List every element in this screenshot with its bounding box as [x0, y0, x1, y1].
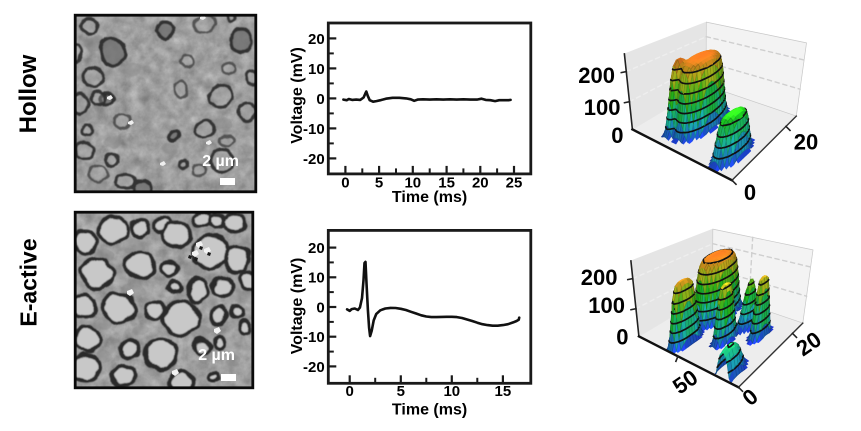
svg-text:10: 10: [443, 383, 460, 400]
svg-text:2 µm: 2 µm: [198, 347, 235, 364]
svg-text:0: 0: [316, 299, 324, 316]
svg-text:50: 50: [668, 365, 702, 400]
svg-text:200: 200: [581, 265, 618, 290]
svg-text:15: 15: [438, 175, 455, 192]
svg-text:0: 0: [737, 384, 762, 411]
svg-text:20: 20: [792, 327, 826, 362]
svg-text:0: 0: [616, 325, 628, 350]
svg-text:20: 20: [308, 31, 325, 48]
svg-text:20: 20: [472, 175, 489, 192]
svg-text:-20: -20: [303, 359, 325, 376]
svg-text:0: 0: [316, 91, 324, 108]
svg-text:10: 10: [308, 270, 325, 287]
svg-text:100: 100: [584, 95, 621, 120]
svg-text:Voltage (mV): Voltage (mV): [289, 258, 306, 355]
svg-text:200: 200: [578, 63, 615, 88]
svg-text:0: 0: [744, 180, 756, 205]
svg-text:15: 15: [495, 383, 512, 400]
svg-text:0: 0: [611, 123, 623, 148]
svg-text:10: 10: [404, 175, 421, 192]
svg-text:20: 20: [308, 240, 325, 257]
svg-text:0: 0: [341, 175, 349, 192]
svg-text:-10: -10: [303, 121, 325, 138]
svg-text:Time (ms): Time (ms): [392, 189, 467, 206]
svg-text:25: 25: [506, 175, 523, 192]
svg-text:Voltage (mV): Voltage (mV): [289, 47, 306, 144]
svg-text:Time (ms): Time (ms): [392, 402, 467, 419]
svg-text:-20: -20: [303, 151, 325, 168]
svg-text:2 µm: 2 µm: [202, 153, 239, 170]
svg-text:10: 10: [308, 61, 325, 78]
svg-text:-10: -10: [303, 329, 325, 346]
svg-text:0: 0: [346, 383, 354, 400]
svg-text:100: 100: [588, 293, 625, 318]
svg-text:5: 5: [397, 383, 405, 400]
svg-text:20: 20: [794, 130, 818, 155]
svg-text:5: 5: [375, 175, 383, 192]
